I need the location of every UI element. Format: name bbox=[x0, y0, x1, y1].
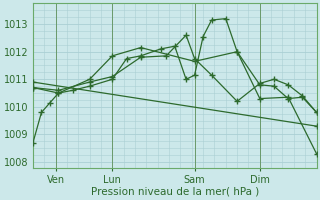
X-axis label: Pression niveau de la mer( hPa ): Pression niveau de la mer( hPa ) bbox=[91, 187, 259, 197]
